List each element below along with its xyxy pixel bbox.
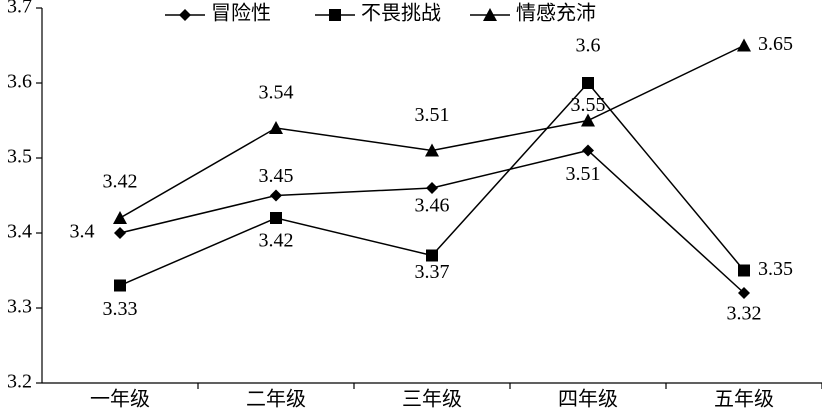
data-label: 3.65 xyxy=(758,33,793,55)
legend-label: 不畏挑战 xyxy=(361,2,441,25)
data-label: 3.4 xyxy=(70,221,95,243)
x-tick-label: 一年级 xyxy=(90,388,150,411)
data-label: 3.6 xyxy=(576,35,601,57)
marker xyxy=(269,121,283,134)
marker xyxy=(426,249,438,262)
data-label: 3.32 xyxy=(727,303,762,325)
marker xyxy=(582,144,594,157)
data-label: 3.37 xyxy=(415,261,450,283)
data-label: 3.42 xyxy=(103,171,138,193)
marker xyxy=(738,287,750,299)
data-label: 3.51 xyxy=(566,163,601,185)
marker xyxy=(483,8,497,21)
marker xyxy=(114,227,126,239)
marker xyxy=(582,77,594,89)
marker xyxy=(738,264,750,277)
legend-label: 冒险性 xyxy=(211,2,271,25)
data-label: 3.35 xyxy=(758,258,793,280)
marker xyxy=(114,279,126,292)
y-tick-label: 3.2 xyxy=(7,371,32,393)
x-tick-label: 二年级 xyxy=(246,388,306,411)
y-tick-label: 3.5 xyxy=(7,146,32,168)
data-label: 3.46 xyxy=(415,195,450,217)
marker xyxy=(426,182,438,194)
y-tick-label: 3.4 xyxy=(7,221,32,243)
data-label: 3.54 xyxy=(259,82,294,104)
marker xyxy=(179,9,191,21)
data-label: 3.42 xyxy=(259,230,294,252)
marker xyxy=(737,38,751,52)
data-label: 3.55 xyxy=(571,94,606,116)
y-tick-label: 3.7 xyxy=(7,0,32,18)
legend-label: 情感充沛 xyxy=(516,2,596,25)
data-label: 3.33 xyxy=(103,298,138,320)
marker xyxy=(270,212,282,224)
marker xyxy=(113,211,127,224)
x-tick-label: 四年级 xyxy=(558,388,618,411)
x-tick-label: 三年级 xyxy=(402,388,462,411)
x-tick-label: 五年级 xyxy=(714,388,774,411)
marker xyxy=(270,189,282,202)
marker xyxy=(425,143,439,157)
marker xyxy=(329,9,341,21)
y-tick-label: 3.3 xyxy=(7,296,32,318)
marker xyxy=(581,113,595,127)
data-label: 3.51 xyxy=(415,104,450,126)
y-tick-label: 3.6 xyxy=(7,71,32,93)
data-label: 3.45 xyxy=(259,165,294,187)
